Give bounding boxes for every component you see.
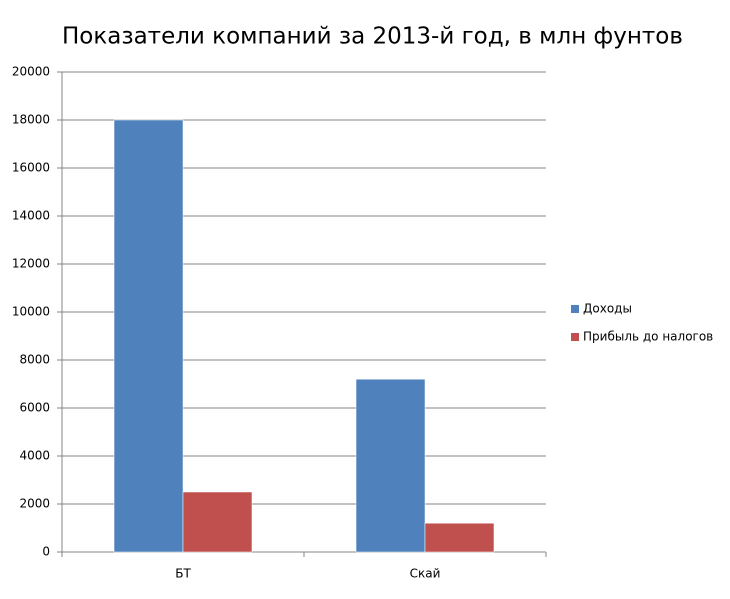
bar — [355, 378, 426, 553]
y-tick-label: 18000 — [12, 113, 50, 127]
y-tick-label: 16000 — [12, 161, 50, 175]
y-tick-label: 6000 — [19, 401, 50, 415]
y-tick-label: 8000 — [19, 353, 50, 367]
y-tick-label: 20000 — [12, 65, 50, 79]
legend-label: Доходы — [583, 302, 632, 316]
y-tick-label: 12000 — [12, 257, 50, 271]
y-tick-label: 4000 — [19, 449, 50, 463]
legend-label: Прибыль до налогов — [583, 330, 713, 344]
y-tick-label: 10000 — [12, 305, 50, 319]
y-tick-label: 2000 — [19, 497, 50, 511]
legend-swatch — [571, 333, 579, 341]
y-tick-label: 0 — [42, 545, 50, 559]
chart-title: Показатели компаний за 2013-й год, в млн… — [62, 24, 683, 50]
bar — [424, 522, 495, 553]
x-tick-label: Скай — [410, 567, 441, 581]
bar — [113, 119, 184, 553]
bar — [182, 491, 253, 553]
y-tick-label: 14000 — [12, 209, 50, 223]
x-tick-label: БТ — [175, 567, 191, 581]
legend-swatch — [571, 305, 579, 313]
